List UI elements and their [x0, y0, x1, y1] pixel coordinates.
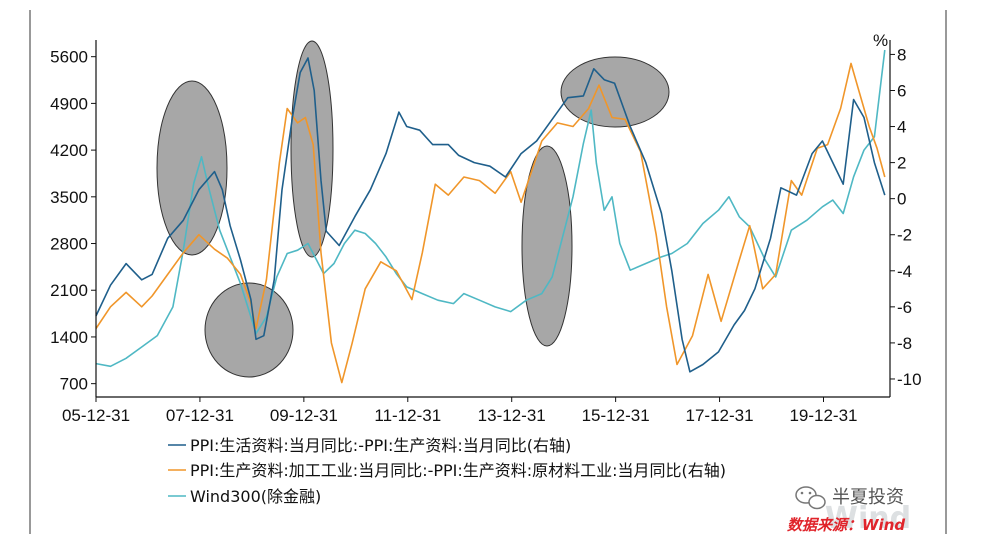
highlight-ellipse — [204, 282, 294, 378]
right-tick-label: -8 — [897, 334, 912, 353]
right-tick-label: -4 — [897, 262, 912, 281]
watermark-bg-text: Wind — [825, 501, 911, 536]
right-tick-label: -2 — [897, 226, 912, 245]
x-tick-label: 09-12-31 — [270, 406, 338, 425]
series-layer — [95, 49, 886, 384]
data-source-label: 数据来源：Wind — [787, 516, 905, 534]
x-tick-label: 11-12-31 — [374, 406, 441, 425]
plot-area — [95, 40, 886, 384]
right-tick-label: 0 — [897, 190, 906, 209]
ppi-processing-minus-raw-line — [95, 62, 886, 384]
x-axis-ticks: 05-12-31 07-12-31 09-12-31 11-12-31 13-12-31… — [62, 397, 858, 425]
x-tick-label: 15-12-31 — [582, 406, 650, 425]
highlight-ellipse — [290, 40, 334, 258]
highlight-ellipse — [156, 80, 228, 256]
legend-label-ppi-consumer: PPI:生活资料:当月同比:-PPI:生产资料:当月同比(右轴) — [190, 436, 571, 455]
left-tick-label: 4900 — [50, 94, 88, 113]
right-axis-ticks: -10 -8 -6 -4 -2 0 2 4 6 8 — [890, 45, 922, 389]
right-tick-label: -10 — [897, 370, 922, 389]
left-tick-label: 700 — [60, 375, 88, 394]
left-tick-label: 4200 — [50, 141, 88, 160]
legend-label-ppi-processing: PPI:生产资料:加工工业:当月同比:-PPI:生产资料:原材料工业:当月同比(… — [190, 461, 726, 480]
x-tick-label: 13-12-31 — [478, 406, 546, 425]
left-tick-label: 3500 — [50, 188, 88, 207]
left-tick-label: 1400 — [50, 328, 88, 347]
right-tick-label: 8 — [897, 45, 906, 64]
left-tick-label: 2100 — [50, 281, 88, 300]
wind300-line — [95, 49, 886, 368]
legend: PPI:生活资料:当月同比:-PPI:生产资料:当月同比(右轴) PPI:生产资… — [168, 436, 726, 506]
wechat-icon — [795, 486, 826, 510]
right-tick-label: 6 — [897, 81, 906, 100]
legend-label-wind300: Wind300(除金融) — [190, 487, 321, 506]
ppi-consumer-minus-producer-line — [95, 57, 886, 373]
watermark-brand: 半夏投资 — [832, 487, 904, 508]
right-tick-label: -6 — [897, 298, 912, 317]
left-tick-label: 5600 — [50, 48, 88, 67]
x-tick-label: 19-12-31 — [789, 406, 857, 425]
right-tick-label: 4 — [897, 118, 906, 137]
right-tick-label: 2 — [897, 154, 906, 173]
highlight-ellipse — [560, 56, 670, 128]
x-tick-label: 17-12-31 — [686, 406, 754, 425]
highlight-ellipses — [156, 40, 670, 378]
left-tick-label: 2800 — [50, 235, 88, 254]
left-axis-ticks: 700 1400 2100 2800 3500 4200 4900 5600 — [50, 48, 96, 394]
x-tick-label: 05-12-31 — [62, 406, 130, 425]
right-axis-unit: % — [873, 31, 888, 50]
watermark: Wind 半夏投资 数据来源：Wind — [787, 486, 911, 536]
x-tick-label: 07-12-31 — [166, 406, 234, 425]
